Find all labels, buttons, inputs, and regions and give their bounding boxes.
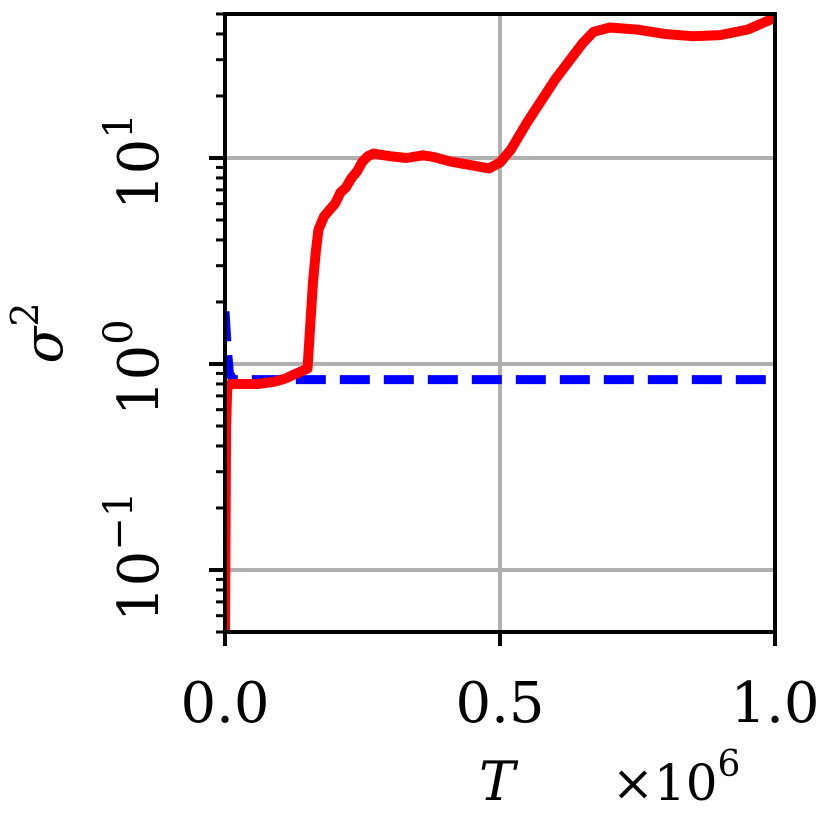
plot-frame bbox=[223, 12, 777, 634]
x-axis-label: T bbox=[479, 750, 519, 813]
x-tick-label: 0.0 bbox=[180, 671, 269, 736]
series-line-red bbox=[225, 14, 775, 632]
x-tick-label: 0.5 bbox=[455, 671, 544, 736]
x-offset-label: ×106 bbox=[612, 744, 740, 812]
y-tick-label: 10−1 bbox=[96, 492, 172, 622]
y-axis-label-base: σ bbox=[12, 325, 75, 364]
y-tick-label-exponent: −1 bbox=[96, 492, 142, 551]
y-tick-label: 100 bbox=[96, 319, 172, 416]
y-tick-label-base: 10 bbox=[107, 551, 172, 622]
x-tick-label: 1.0 bbox=[730, 671, 819, 736]
y-tick-label-base: 10 bbox=[107, 345, 172, 416]
y-tick-label-exponent: 0 bbox=[96, 319, 142, 344]
series-layer bbox=[225, 14, 775, 632]
x-offset-label-exponent: 6 bbox=[718, 744, 741, 785]
y-axis-label-superscript: 2 bbox=[3, 302, 47, 326]
y-axis-label: σ2 bbox=[3, 302, 75, 363]
y-tick-label: 101 bbox=[96, 113, 172, 210]
y-tick-label-exponent: 1 bbox=[96, 113, 142, 138]
y-tick-label-base: 10 bbox=[107, 139, 172, 210]
x-offset-label-base: ×10 bbox=[612, 754, 718, 812]
